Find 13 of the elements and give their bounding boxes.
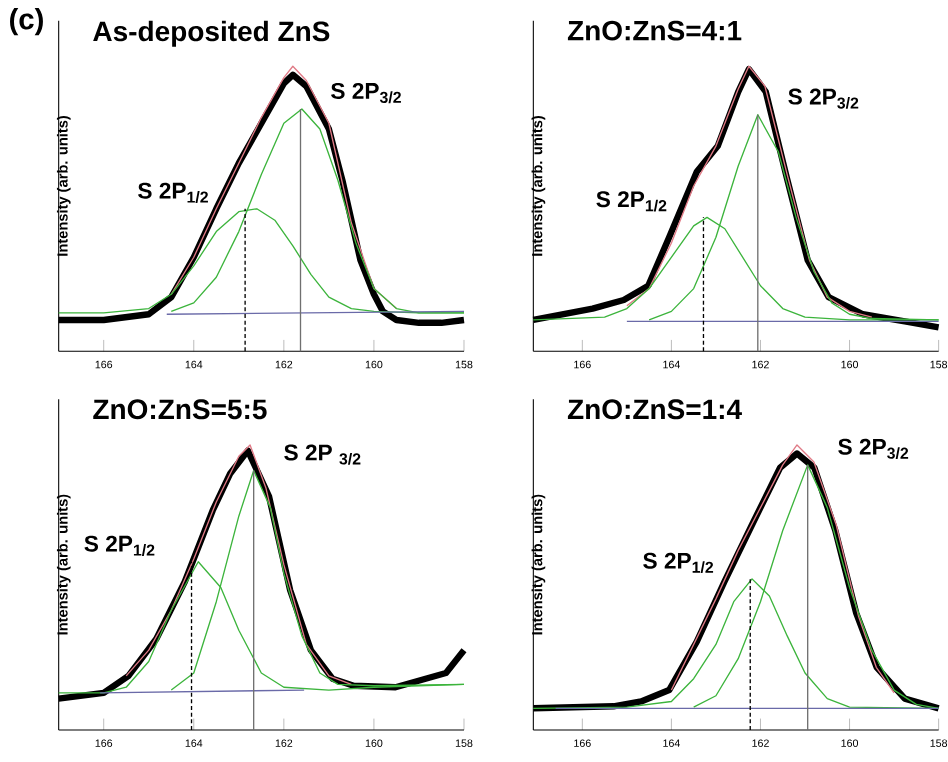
annotation: S 2P$_{3/2}$: [838, 438, 909, 460]
annotation: S 2P $_{3/2}$: [284, 444, 361, 465]
annotation: S 2P$_{3/2}$: [788, 88, 859, 109]
chart-title: ZnO:ZnS=4:1: [567, 20, 742, 41]
chart-title: ZnO:ZnS=1:4: [567, 399, 742, 420]
chart-title: ZnO:ZnS=5:5: [93, 399, 267, 420]
annotation: S 2P$_{1/2}$: [596, 191, 667, 212]
annotation: S 2P$_{1/2}$: [138, 182, 208, 203]
annotation: S 2P$_{1/2}$: [84, 535, 155, 556]
annotation: S 2P$_{3/2}$: [331, 82, 401, 104]
chart-title: As-deposited ZnS: [93, 20, 330, 47]
annotation: S 2P$_{1/2}$: [643, 552, 714, 574]
text: (c): [10, 7, 43, 36]
